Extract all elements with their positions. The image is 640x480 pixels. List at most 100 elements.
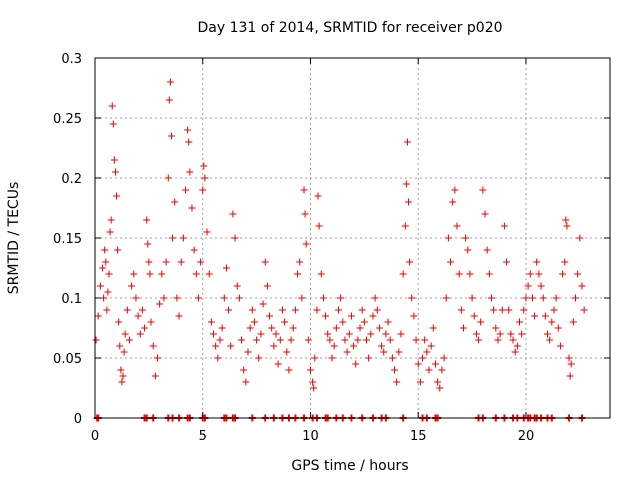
data-point bbox=[451, 186, 459, 194]
data-point bbox=[113, 192, 121, 200]
data-point bbox=[403, 138, 411, 146]
data-point bbox=[289, 324, 297, 332]
data-point bbox=[485, 270, 493, 278]
data-point bbox=[462, 234, 470, 242]
data-point bbox=[143, 216, 151, 224]
data-point bbox=[313, 306, 321, 314]
data-point bbox=[229, 210, 237, 218]
data-point bbox=[518, 330, 526, 338]
data-point bbox=[528, 294, 536, 302]
data-point bbox=[255, 354, 263, 362]
x-tick-label: 0 bbox=[91, 429, 99, 444]
data-point bbox=[559, 270, 567, 278]
data-point bbox=[257, 330, 265, 338]
data-point bbox=[457, 306, 465, 314]
data-point bbox=[120, 348, 128, 356]
data-point bbox=[515, 318, 523, 326]
data-point bbox=[574, 270, 582, 278]
data-point bbox=[315, 222, 323, 230]
data-point bbox=[494, 336, 502, 344]
data-point bbox=[416, 378, 424, 386]
data-point bbox=[114, 246, 122, 254]
data-point bbox=[304, 336, 312, 344]
data-point bbox=[562, 216, 570, 224]
data-point bbox=[337, 294, 345, 302]
data-point bbox=[274, 360, 282, 368]
data-point bbox=[561, 258, 569, 266]
data-point bbox=[166, 78, 174, 86]
data-point bbox=[503, 258, 511, 266]
data-point bbox=[479, 186, 487, 194]
data-point bbox=[470, 312, 478, 320]
data-point bbox=[509, 336, 517, 344]
data-point bbox=[319, 294, 327, 302]
data-point bbox=[144, 240, 152, 248]
data-point bbox=[487, 294, 495, 302]
data-point bbox=[449, 198, 457, 206]
data-point bbox=[285, 366, 293, 374]
data-point bbox=[328, 354, 336, 362]
data-point bbox=[259, 300, 267, 308]
data-point bbox=[197, 258, 205, 266]
data-point bbox=[158, 270, 166, 278]
data-point bbox=[496, 330, 504, 338]
data-point bbox=[472, 330, 480, 338]
data-point bbox=[405, 198, 413, 206]
data-point bbox=[490, 306, 498, 314]
x-axis-label: GPS time / hours bbox=[291, 458, 408, 474]
axis-ticks: 0 0.05 0.1 0.15 0.2 0.25 0.3 0 5 10 15 20 bbox=[53, 52, 610, 444]
data-point bbox=[310, 384, 318, 392]
data-point bbox=[468, 294, 476, 302]
y-tick-label: 0.05 bbox=[53, 352, 82, 367]
data-point bbox=[177, 258, 185, 266]
data-point bbox=[386, 336, 394, 344]
data-point bbox=[350, 342, 358, 350]
data-point bbox=[360, 318, 368, 326]
data-point bbox=[201, 174, 209, 182]
data-point bbox=[511, 348, 519, 356]
data-point bbox=[434, 378, 442, 386]
data-point bbox=[108, 102, 116, 110]
data-point bbox=[105, 270, 113, 278]
data-point bbox=[397, 330, 405, 338]
y-tick-label: 0.25 bbox=[53, 112, 82, 127]
data-point bbox=[354, 336, 362, 344]
data-point bbox=[391, 366, 399, 374]
data-point bbox=[281, 318, 289, 326]
data-point bbox=[429, 324, 437, 332]
data-point bbox=[541, 312, 549, 320]
data-point bbox=[199, 186, 207, 194]
data-point bbox=[498, 306, 506, 314]
data-point bbox=[453, 222, 461, 230]
data-point bbox=[388, 354, 396, 362]
data-point bbox=[160, 294, 168, 302]
data-point bbox=[341, 336, 349, 344]
data-point bbox=[314, 192, 322, 200]
data-point bbox=[291, 306, 299, 314]
data-point bbox=[373, 306, 381, 314]
data-point bbox=[380, 348, 388, 356]
data-point bbox=[332, 324, 340, 332]
data-point bbox=[110, 156, 118, 164]
data-point bbox=[235, 294, 243, 302]
data-point bbox=[395, 348, 403, 356]
data-point bbox=[121, 330, 129, 338]
data-point bbox=[253, 336, 261, 344]
data-point bbox=[578, 282, 586, 290]
data-point bbox=[296, 258, 304, 266]
data-point bbox=[115, 318, 123, 326]
data-point bbox=[410, 312, 418, 320]
data-point bbox=[524, 282, 532, 290]
data-point bbox=[481, 210, 489, 218]
data-point bbox=[556, 342, 564, 350]
data-point bbox=[466, 270, 474, 278]
data-point bbox=[326, 336, 334, 344]
data-point bbox=[535, 270, 543, 278]
data-point bbox=[276, 336, 284, 344]
data-point bbox=[261, 258, 269, 266]
data-point bbox=[544, 330, 552, 338]
data-point bbox=[200, 162, 208, 170]
data-point bbox=[576, 234, 584, 242]
data-point bbox=[563, 222, 571, 230]
data-point bbox=[141, 324, 149, 332]
